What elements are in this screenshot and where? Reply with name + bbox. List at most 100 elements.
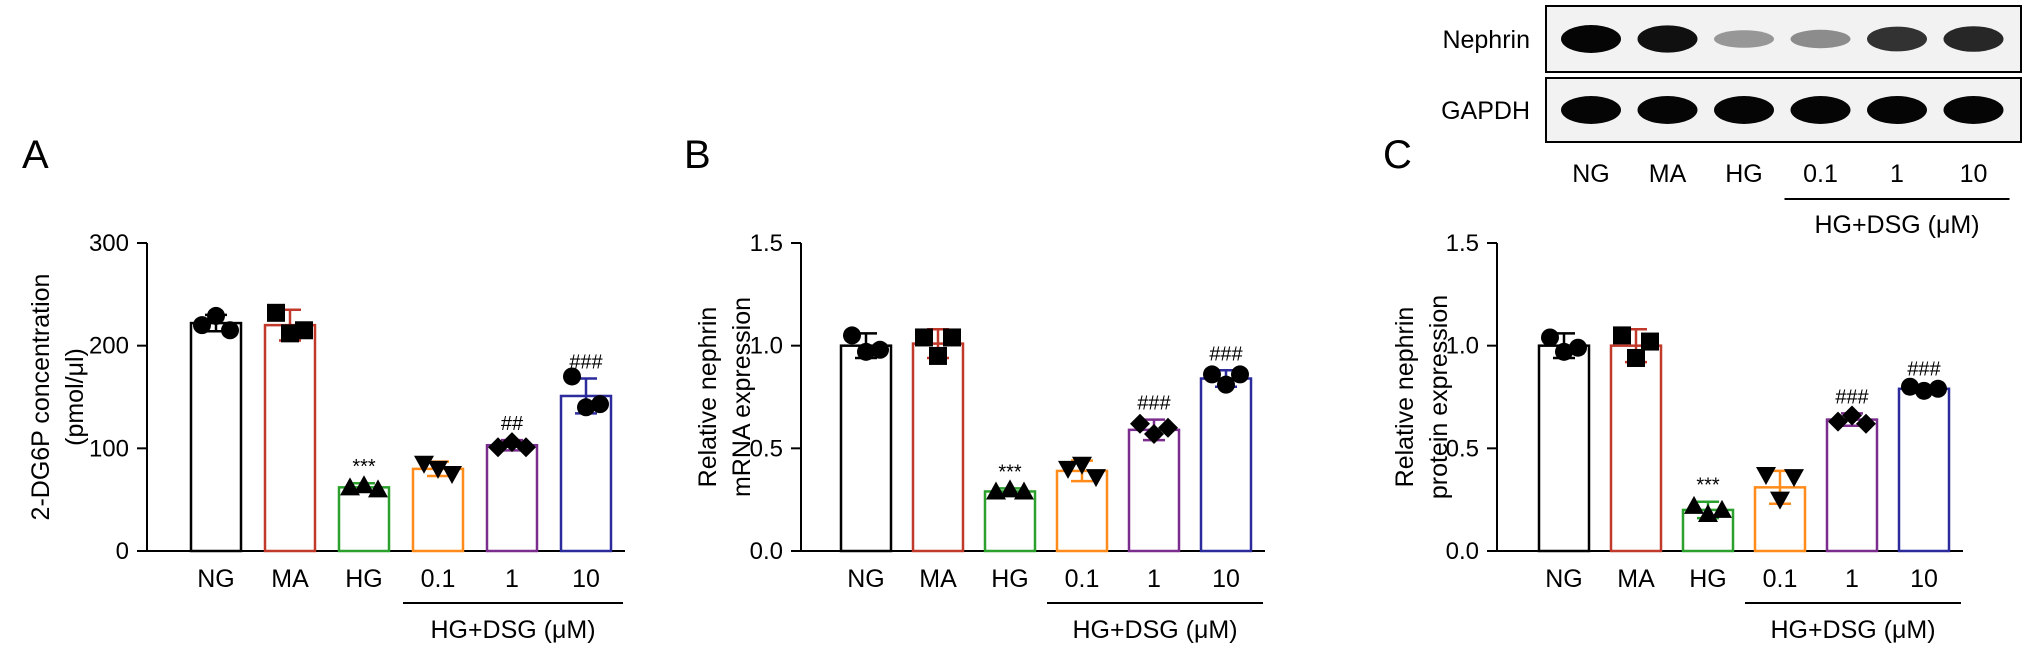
data-point [1014, 481, 1034, 500]
bar [559, 394, 613, 553]
data-point [295, 321, 313, 340]
y-tick-label: 1.5 [1446, 230, 1479, 257]
y-axis-label: Relative nephrin [694, 307, 722, 488]
data-point [1058, 460, 1078, 479]
blot-band [1943, 96, 2004, 124]
y-axis-label: mRNA expression [728, 297, 756, 497]
blot-lane-label: 0.1 [1803, 160, 1838, 188]
blot-band [1714, 30, 1774, 48]
blot-band [1867, 96, 1927, 124]
panel-letter: A [22, 133, 49, 177]
x-tick-label: 0.1 [1065, 565, 1100, 593]
x-tick-label: HG [991, 565, 1029, 593]
data-point [1842, 405, 1862, 426]
data-point [1684, 495, 1704, 514]
blot-band [1867, 26, 1927, 52]
blot-band [1637, 96, 1698, 124]
bar [337, 486, 391, 553]
x-tick-label: NG [847, 565, 885, 593]
bar [1825, 418, 1879, 553]
data-point [193, 316, 211, 335]
blot-strip [1545, 5, 2022, 73]
y-tick-label: 1.0 [1446, 333, 1479, 360]
data-point [1641, 332, 1659, 351]
blot-band [1561, 96, 1621, 124]
data-point [1203, 365, 1221, 384]
data-point [1072, 456, 1092, 475]
y-axis-label: protein expression [1425, 295, 1453, 499]
significance-label: ## [501, 413, 524, 435]
panel-c: C 0.0 0.5 1.0 1.5 Relative nephrin protein exp… [1383, 133, 1963, 644]
blot-band [1943, 26, 2004, 52]
data-point [1130, 413, 1150, 434]
blot-band [1637, 25, 1698, 53]
x-tick-label: MA [271, 565, 309, 593]
data-point [929, 346, 947, 365]
x-tick-label: 10 [572, 565, 600, 593]
data-point [516, 437, 536, 458]
y-tick-label: 100 [89, 435, 129, 462]
x-tick-label: 1 [1845, 565, 1859, 593]
x-tick-label: 0.1 [421, 565, 456, 593]
x-tick-label: 1 [1147, 565, 1161, 593]
bar [189, 321, 243, 553]
significance-label: ### [1835, 386, 1869, 408]
data-point [340, 477, 360, 496]
data-point [368, 479, 388, 498]
y-tick-label: 1.0 [750, 333, 783, 360]
x-tick-label: MA [1617, 565, 1655, 593]
data-point [1158, 417, 1178, 438]
data-point [843, 326, 861, 345]
x-tick-label: HG [1689, 565, 1727, 593]
data-point [428, 460, 448, 479]
y-axis-label: 2-DG6P concentration [27, 274, 55, 521]
x-tick-label: 0.1 [1763, 565, 1798, 593]
x-tick-label: MA [919, 565, 957, 593]
blot-row-label: Nephrin [1442, 26, 1530, 54]
data-point [1541, 328, 1559, 347]
data-point [1613, 326, 1631, 345]
panel-b: B 0.0 0.5 1.0 1.5 Relative nephrin mRNA expres… [684, 133, 1265, 644]
data-point [1217, 375, 1235, 394]
data-point [1712, 499, 1732, 518]
significance-label: ### [1137, 393, 1171, 415]
y-tick-label: 0 [116, 538, 129, 565]
blot-lane-label: MA [1649, 160, 1687, 188]
data-point [943, 328, 961, 347]
y-axis-label: (pmol/μl) [61, 348, 89, 446]
y-tick-label: 200 [89, 333, 129, 360]
data-point [1231, 365, 1249, 384]
bar [1537, 344, 1591, 553]
data-point [986, 481, 1006, 500]
panel-a: A 0 100 200 300 2-DG6P concentration (pmol/μl)… [22, 133, 625, 644]
data-point [915, 328, 933, 347]
x-tick-label: 10 [1910, 565, 1938, 593]
significance-label: *** [1696, 475, 1720, 497]
data-point [1144, 423, 1164, 444]
data-point [1856, 413, 1876, 434]
blot-band [1790, 96, 1851, 124]
data-point [267, 303, 285, 322]
x-tick-label: HG [345, 565, 383, 593]
blot-lane-label: 1 [1890, 160, 1904, 188]
bar [263, 323, 317, 553]
data-point [591, 395, 609, 414]
data-point [1627, 348, 1645, 367]
bar [485, 444, 539, 553]
blot-strip [1545, 77, 2022, 143]
blot-group-label: HG+DSG (μM) [1814, 211, 1979, 239]
blot-lane-label: NG [1572, 160, 1610, 188]
bar [1897, 387, 1951, 553]
data-point [1569, 338, 1587, 357]
data-point [1929, 379, 1947, 398]
blot-lane-label: HG [1725, 160, 1763, 188]
group-label: HG+DSG (μM) [1072, 616, 1237, 644]
data-point [1086, 469, 1106, 488]
data-point [1784, 469, 1804, 488]
panel-letter: B [684, 133, 711, 177]
blot-lane-label: 10 [1960, 160, 1988, 188]
y-tick-label: 0.0 [1446, 538, 1479, 565]
data-point [577, 398, 595, 417]
data-point [857, 342, 875, 361]
significance-label: ### [569, 352, 603, 374]
